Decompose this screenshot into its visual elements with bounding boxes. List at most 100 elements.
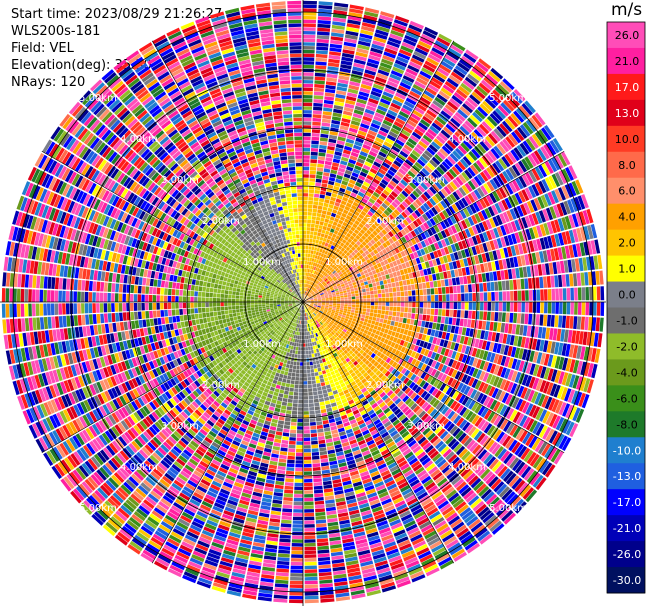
range-gate: [446, 139, 457, 150]
range-gate: [319, 374, 324, 379]
range-gate: [487, 302, 492, 311]
range-gate: [371, 87, 383, 94]
range-gate: [299, 369, 303, 374]
range-gate: [361, 168, 369, 174]
range-gate: [375, 281, 380, 286]
range-gate: [483, 302, 488, 311]
range-gate: [528, 136, 539, 149]
range-gate: [394, 321, 399, 327]
range-gate: [357, 158, 365, 164]
range-gate: [364, 318, 369, 323]
range-gate: [290, 429, 297, 434]
range-gate: [458, 174, 467, 184]
range-gate: [313, 270, 317, 275]
range-gate: [373, 221, 380, 227]
range-gate: [497, 105, 509, 117]
range-gate: [385, 155, 395, 163]
range-gate: [393, 198, 401, 206]
range-gate: [307, 288, 309, 292]
range-gate: [385, 302, 390, 306]
range-gate: [324, 400, 331, 405]
range-gate: [287, 452, 296, 456]
range-gate: [396, 206, 403, 214]
range-gate: [372, 143, 381, 151]
range-gate: [313, 278, 316, 283]
range-gate: [487, 95, 499, 107]
range-gate: [376, 154, 385, 162]
range-gate: [468, 302, 473, 310]
range-gate: [274, 484, 284, 490]
range-gate: [369, 233, 376, 239]
range-gate: [297, 354, 301, 359]
range-gate: [311, 273, 314, 278]
range-gate: [295, 377, 300, 381]
range-gate: [317, 16, 332, 21]
range-gate: [310, 290, 313, 294]
range-gate: [483, 76, 496, 88]
range-gate: [447, 155, 456, 165]
range-gate: [311, 140, 319, 145]
range-gate: [316, 523, 327, 528]
range-gate: [484, 152, 494, 164]
range-gate: [365, 312, 370, 316]
range-gate: [383, 141, 393, 148]
range-gate: [381, 123, 391, 131]
range-gate: [581, 302, 586, 316]
range-gate: [384, 87, 396, 95]
range-gate: [481, 320, 487, 330]
range-gate: [432, 216, 440, 224]
range-gate: [392, 271, 398, 278]
range-gate: [452, 150, 462, 160]
range-gate: [351, 293, 356, 297]
range-gate: [363, 73, 375, 80]
range-gate: [325, 88, 336, 94]
range-gate: [390, 277, 395, 283]
range-gate: [313, 364, 317, 369]
range-gate: [344, 295, 348, 298]
range-gate: [308, 294, 312, 297]
range-gate: [298, 407, 303, 411]
range-gate: [449, 302, 454, 309]
range-gate: [316, 363, 321, 368]
range-gate: [357, 232, 363, 238]
range-gate: [303, 27, 316, 31]
range-gate: [358, 254, 364, 260]
range-gate: [344, 235, 349, 241]
range-gate: [362, 292, 367, 296]
range-gate: [414, 106, 425, 115]
range-gate: [355, 161, 364, 168]
range-gate: [378, 215, 385, 222]
range-gate: [468, 150, 478, 161]
range-gate: [331, 32, 344, 38]
range-gate: [395, 316, 400, 322]
range-gate: [349, 81, 361, 87]
range-gate: [476, 187, 485, 198]
range-gate: [516, 126, 528, 139]
range-gate: [437, 202, 445, 211]
range-gate: [313, 288, 316, 292]
range-gate: [385, 233, 391, 240]
range-gate: [382, 55, 395, 63]
range-gate: [363, 261, 368, 266]
range-gate: [318, 201, 324, 206]
range-gate: [277, 557, 290, 562]
range-gate: [559, 302, 563, 314]
range-gate: [434, 193, 443, 202]
range-gate: [401, 211, 408, 219]
range-gate: [329, 47, 342, 53]
range-gate: [291, 376, 296, 381]
range-gate: [309, 281, 312, 285]
range-gate: [324, 160, 332, 166]
range-gate: [382, 119, 393, 127]
range-gate: [362, 181, 370, 188]
range-gate: [409, 167, 418, 176]
range-gate: [318, 564, 331, 569]
range-gate: [358, 91, 370, 98]
range-gate: [438, 309, 442, 316]
range-gate: [320, 363, 324, 368]
range-gate: [326, 227, 331, 232]
range-gate: [434, 181, 443, 190]
range-gate: [455, 147, 465, 158]
range-gate: [433, 119, 444, 129]
range-gate: [466, 275, 472, 284]
